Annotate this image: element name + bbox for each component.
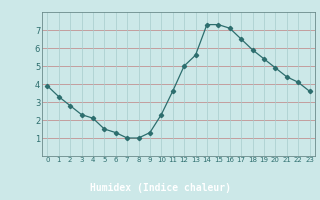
Text: Humidex (Indice chaleur): Humidex (Indice chaleur) xyxy=(90,183,230,193)
